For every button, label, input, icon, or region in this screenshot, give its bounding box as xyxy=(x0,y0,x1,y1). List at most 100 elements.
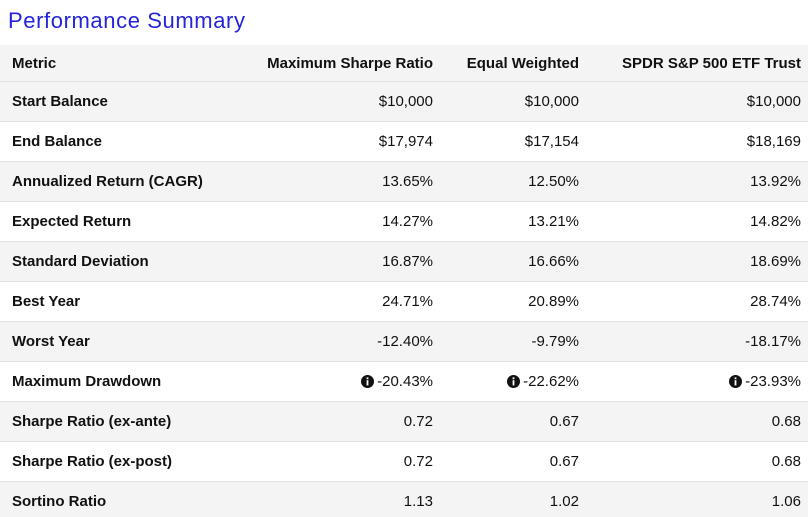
cell-text: Sharpe Ratio (ex-ante) xyxy=(12,413,172,430)
value-cell: $18,169 xyxy=(586,121,808,162)
summary-table: Metric Maximum Sharpe Ratio Equal Weighted… xyxy=(0,45,808,517)
metric-cell: Start Balance xyxy=(0,81,250,122)
value-cell: -22.62% xyxy=(440,361,586,402)
cell-text: -12.40% xyxy=(377,333,433,350)
cell-text: Sharpe Ratio (ex-post) xyxy=(12,453,173,470)
table-row: Standard Deviation 16.87% 16.66% 18.69% xyxy=(0,241,808,282)
header-row: Metric Maximum Sharpe Ratio Equal Weighted… xyxy=(0,45,808,82)
cell-text: $10,000 xyxy=(746,93,801,110)
column-header: SPDR S&P 500 ETF Trust xyxy=(586,45,808,82)
cell-text: 0.72 xyxy=(403,453,433,470)
value-cell: 1.13 xyxy=(250,481,440,517)
table-row: Sortino Ratio 1.13 1.02 1.06 xyxy=(0,481,808,517)
cell-text: $10,000 xyxy=(524,93,579,110)
metric-cell: Sharpe Ratio (ex-ante) xyxy=(0,401,250,442)
value-cell: 0.72 xyxy=(250,401,440,442)
column-header: Metric xyxy=(0,45,250,82)
value-cell: $17,154 xyxy=(440,121,586,162)
column-header: Equal Weighted xyxy=(440,45,586,82)
value-cell: 20.89% xyxy=(440,281,586,322)
cell-text: 20.89% xyxy=(528,293,579,310)
cell-text: Annualized Return (CAGR) xyxy=(12,173,203,190)
info-icon[interactable] xyxy=(361,375,375,388)
table-row: Start Balance $10,000 $10,000 $10,000 xyxy=(0,81,808,122)
metric-cell: Sharpe Ratio (ex-post) xyxy=(0,441,250,482)
value-cell: 0.67 xyxy=(440,441,586,482)
cell-text: 18.69% xyxy=(750,253,801,270)
cell-text: 13.92% xyxy=(750,173,801,190)
cell-text: $17,974 xyxy=(378,133,433,150)
info-icon[interactable] xyxy=(507,375,521,388)
table-row: Maximum Drawdown -20.43% -22.62% -23.93% xyxy=(0,361,808,402)
value-cell: 14.82% xyxy=(586,201,808,242)
value-cell: -9.79% xyxy=(440,321,586,362)
metric-cell: End Balance xyxy=(0,121,250,162)
cell-text: -22.62% xyxy=(523,373,579,390)
cell-text: -23.93% xyxy=(745,373,801,390)
cell-text: 1.06 xyxy=(771,493,801,510)
cell-text: 14.27% xyxy=(382,213,433,230)
cell-text: 1.02 xyxy=(549,493,579,510)
cell-text: 0.67 xyxy=(549,413,579,430)
metric-cell: Expected Return xyxy=(0,201,250,242)
title: Performance Summary xyxy=(8,8,246,33)
cell-text: 12.50% xyxy=(528,173,579,190)
cell-text: 13.21% xyxy=(528,213,579,230)
value-cell: $10,000 xyxy=(250,81,440,122)
value-cell: $10,000 xyxy=(440,81,586,122)
cell-text: 24.71% xyxy=(382,293,433,310)
value-cell: $17,974 xyxy=(250,121,440,162)
cell-text: 13.65% xyxy=(382,173,433,190)
metric-cell: Best Year xyxy=(0,281,250,322)
cell-text: 28.74% xyxy=(750,293,801,310)
cell-text: 14.82% xyxy=(750,213,801,230)
value-cell: -23.93% xyxy=(586,361,808,402)
value-cell: 1.02 xyxy=(440,481,586,517)
table-row: Worst Year -12.40% -9.79% -18.17% xyxy=(0,321,808,362)
value-cell: 28.74% xyxy=(586,281,808,322)
value-cell: -12.40% xyxy=(250,321,440,362)
value-cell: 16.87% xyxy=(250,241,440,282)
value-cell: 0.72 xyxy=(250,441,440,482)
column-header: Maximum Sharpe Ratio xyxy=(250,45,440,82)
cell-text: $10,000 xyxy=(378,93,433,110)
table-row: Best Year 24.71% 20.89% 28.74% xyxy=(0,281,808,322)
value-cell: 1.06 xyxy=(586,481,808,517)
cell-text: Maximum Drawdown xyxy=(12,373,162,390)
cell-text: 0.68 xyxy=(771,413,801,430)
cell-text: $17,154 xyxy=(524,133,579,150)
value-cell: 24.71% xyxy=(250,281,440,322)
metric-cell: Worst Year xyxy=(0,321,250,362)
cell-text: 0.68 xyxy=(771,453,801,470)
metric-cell: Sortino Ratio xyxy=(0,481,250,517)
value-cell: 18.69% xyxy=(586,241,808,282)
table-row: Sharpe Ratio (ex-post) 0.72 0.67 0.68 xyxy=(0,441,808,482)
value-cell: 16.66% xyxy=(440,241,586,282)
cell-text: Best Year xyxy=(12,293,81,310)
metric-cell: Standard Deviation xyxy=(0,241,250,282)
value-cell: 0.68 xyxy=(586,441,808,482)
table-row: End Balance $17,974 $17,154 $18,169 xyxy=(0,121,808,162)
cell-text: $18,169 xyxy=(746,133,801,150)
value-cell: 13.21% xyxy=(440,201,586,242)
cell-text: -9.79% xyxy=(531,333,579,350)
value-cell: -18.17% xyxy=(586,321,808,362)
cell-text: -20.43% xyxy=(377,373,433,390)
cell-text: 0.67 xyxy=(549,453,579,470)
value-cell: 0.68 xyxy=(586,401,808,442)
value-cell: 12.50% xyxy=(440,161,586,202)
cell-text: Worst Year xyxy=(12,333,90,350)
cell-text: Sortino Ratio xyxy=(12,493,107,510)
cell-text: 16.87% xyxy=(382,253,433,270)
cell-text: -18.17% xyxy=(745,333,801,350)
info-icon[interactable] xyxy=(729,375,743,388)
value-cell: 13.65% xyxy=(250,161,440,202)
cell-text: End Balance xyxy=(12,133,103,150)
table-row: Annualized Return (CAGR) 13.65% 12.50% 13.9… xyxy=(0,161,808,202)
table-row: Sharpe Ratio (ex-ante) 0.72 0.67 0.68 xyxy=(0,401,808,442)
table-body: Start Balance $10,000 $10,000 $10,000 End Ba… xyxy=(0,81,808,517)
metric-cell: Maximum Drawdown xyxy=(0,361,250,402)
cell-text: Expected Return xyxy=(12,213,132,230)
cell-text: Start Balance xyxy=(12,93,108,110)
